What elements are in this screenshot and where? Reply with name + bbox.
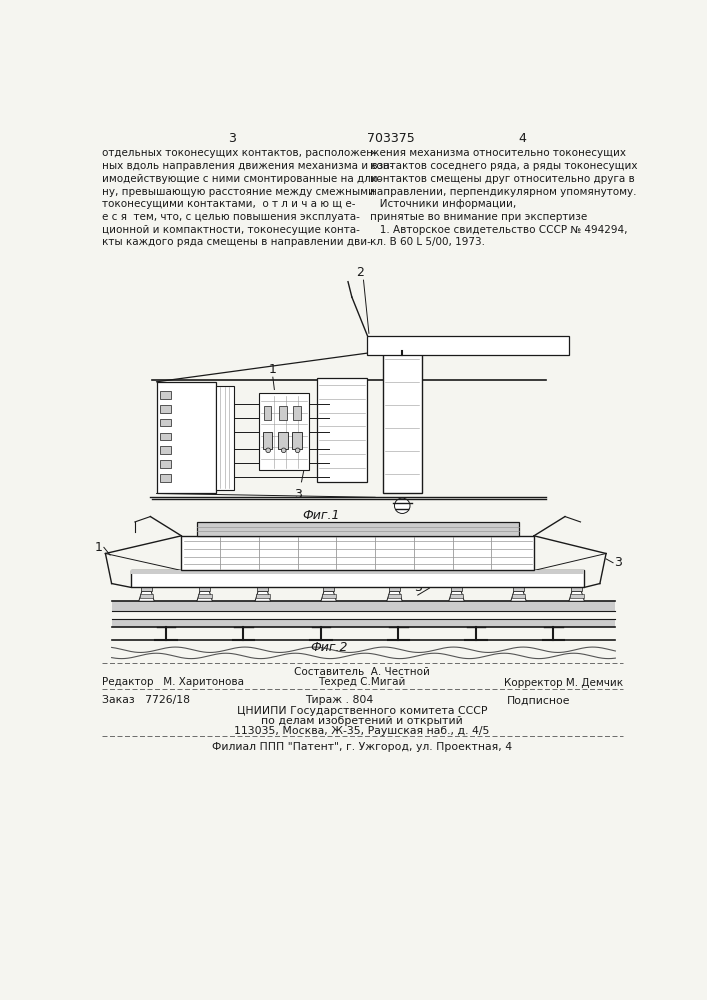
Bar: [112, 619, 615, 627]
Text: ных вдоль направления движения механизма и вза-: ных вдоль направления движения механизма…: [103, 161, 394, 171]
Bar: [387, 594, 402, 598]
Text: Подписное: Подписное: [507, 695, 571, 705]
Bar: [451, 587, 462, 591]
Bar: [160, 460, 170, 468]
Bar: [322, 594, 336, 598]
Bar: [112, 601, 615, 611]
Circle shape: [395, 498, 410, 513]
Bar: [131, 570, 585, 587]
Text: Составитель  А. Честной: Составитель А. Честной: [294, 667, 430, 677]
Text: контактов соседнего ряда, а ряды токонесущих: контактов соседнего ряда, а ряды токонес…: [370, 161, 638, 171]
Polygon shape: [321, 591, 337, 601]
Text: имодействующие с ними смонтированные на дли-: имодействующие с ними смонтированные на …: [103, 174, 382, 184]
Text: 703375: 703375: [367, 132, 414, 145]
Text: ционной и компактности, токонесущие конта-: ционной и компактности, токонесущие конт…: [103, 225, 360, 235]
Polygon shape: [387, 591, 402, 601]
Bar: [292, 432, 301, 449]
Bar: [389, 587, 400, 591]
Polygon shape: [449, 591, 464, 601]
Bar: [450, 594, 464, 598]
Text: 3: 3: [414, 581, 421, 594]
Text: отдельных токонесущих контактов, расположен-: отдельных токонесущих контактов, располо…: [103, 148, 377, 158]
Bar: [160, 419, 170, 426]
Bar: [216, 386, 234, 490]
Text: кл. В 60 L 5/00, 1973.: кл. В 60 L 5/00, 1973.: [370, 237, 486, 247]
Polygon shape: [510, 591, 526, 601]
Text: Фиг.1: Фиг.1: [302, 509, 339, 522]
Bar: [160, 433, 170, 440]
Text: 3: 3: [228, 132, 235, 145]
Circle shape: [266, 448, 271, 453]
Text: направлении, перпендикулярном упомянутому.: направлении, перпендикулярном упомянутом…: [370, 187, 637, 197]
Bar: [512, 594, 525, 598]
Text: принятые во внимание при экспертизе: принятые во внимание при экспертизе: [370, 212, 588, 222]
Bar: [323, 587, 334, 591]
Polygon shape: [569, 591, 585, 601]
Text: контактов смещены друг относительно друга в: контактов смещены друг относительно друг…: [370, 174, 635, 184]
Bar: [293, 406, 300, 420]
Bar: [182, 536, 534, 570]
Text: Заказ   7726/18: Заказ 7726/18: [103, 695, 190, 705]
Bar: [264, 406, 271, 420]
Polygon shape: [255, 591, 271, 601]
Text: по делам изобретений и открытий: по делам изобретений и открытий: [261, 716, 463, 726]
Bar: [257, 587, 268, 591]
Text: 113035, Москва, Ж-35, Раушская наб., д. 4/5: 113035, Москва, Ж-35, Раушская наб., д. …: [234, 726, 490, 736]
Bar: [141, 587, 152, 591]
Text: 2: 2: [356, 266, 363, 279]
Bar: [139, 594, 153, 598]
Bar: [160, 405, 170, 413]
Text: токонесущими контактами,  о т л и ч а ю щ е-: токонесущими контактами, о т л и ч а ю щ…: [103, 199, 356, 209]
Text: Редактор   М. Харитонова: Редактор М. Харитонова: [103, 677, 245, 687]
Text: Техред С.Мигай: Техред С.Мигай: [318, 677, 406, 687]
Polygon shape: [139, 591, 154, 601]
Bar: [259, 393, 309, 470]
Bar: [383, 351, 421, 493]
Bar: [317, 378, 368, 482]
Text: 1: 1: [95, 541, 103, 554]
Bar: [570, 594, 583, 598]
Circle shape: [281, 448, 286, 453]
Polygon shape: [197, 591, 212, 601]
Bar: [571, 587, 582, 591]
Bar: [131, 570, 585, 574]
Text: е с я  тем, что, с целью повышения эксплуата-: е с я тем, что, с целью повышения эксплу…: [103, 212, 360, 222]
Text: Фиг.2: Фиг.2: [310, 641, 347, 654]
Bar: [160, 474, 170, 482]
Text: 4: 4: [518, 132, 526, 145]
Circle shape: [296, 448, 300, 453]
Bar: [160, 391, 170, 399]
Bar: [198, 594, 211, 598]
Text: 1: 1: [269, 363, 276, 376]
Bar: [199, 587, 210, 591]
Text: Корректор М. Демчик: Корректор М. Демчик: [504, 677, 623, 688]
Text: 3: 3: [293, 488, 302, 501]
Text: кты каждого ряда смещены в направлении дви-: кты каждого ряда смещены в направлении д…: [103, 237, 371, 247]
Text: 1. Авторское свидетельство СССР № 494294,: 1. Авторское свидетельство СССР № 494294…: [370, 225, 628, 235]
Bar: [263, 432, 272, 449]
Text: ЦНИИПИ Государственного комитета СССР: ЦНИИПИ Государственного комитета СССР: [237, 706, 487, 716]
Bar: [256, 594, 270, 598]
Text: 3: 3: [614, 556, 621, 569]
Bar: [279, 432, 288, 449]
Bar: [513, 587, 524, 591]
Bar: [279, 406, 287, 420]
Bar: [368, 336, 569, 355]
Bar: [160, 446, 170, 454]
Text: Филиал ППП "Патент", г. Ужгород, ул. Проектная, 4: Филиал ППП "Патент", г. Ужгород, ул. Про…: [212, 742, 512, 752]
Text: ну, превышающую расстояние между смежными: ну, превышающую расстояние между смежным…: [103, 187, 375, 197]
Text: жения механизма относительно токонесущих: жения механизма относительно токонесущих: [370, 148, 626, 158]
Text: Тираж . 804: Тираж . 804: [305, 695, 373, 705]
Bar: [156, 382, 216, 493]
Bar: [197, 522, 518, 536]
Text: Источники информации,: Источники информации,: [370, 199, 517, 209]
